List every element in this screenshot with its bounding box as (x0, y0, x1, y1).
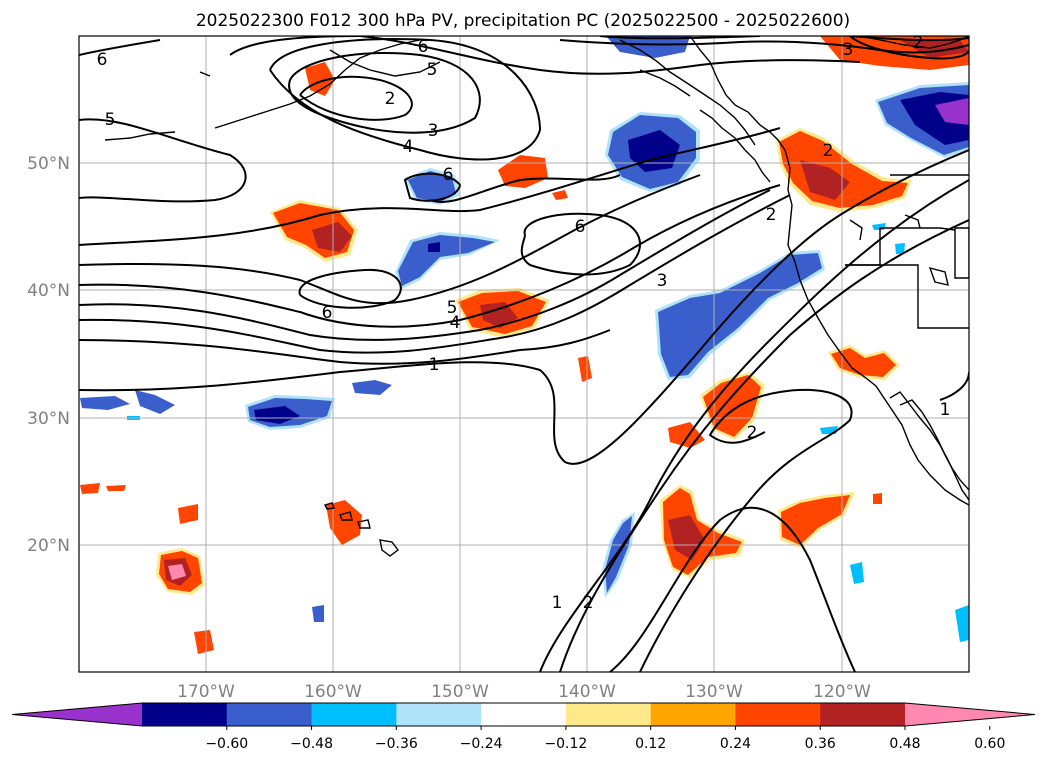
colorbar-tick-label: 0.36 (805, 736, 836, 752)
latitude-labels: 50°N 40°N 30°N 20°N (27, 154, 70, 556)
contour-label: 3 (657, 271, 668, 291)
colorbar-tick-label: 0.48 (889, 736, 920, 752)
map-title: 2025022300 F012 300 hPa PV, precipitatio… (196, 11, 850, 31)
pv-contours (79, 36, 969, 672)
contour-label: 4 (403, 137, 414, 157)
colorbar-tick-label: 0.12 (635, 736, 666, 752)
map-panel (79, 36, 969, 672)
longitude-labels: 170°W 160°W 150°W 140°W 130°W 120°W (177, 682, 871, 702)
lat-label: 30°N (27, 409, 70, 429)
lon-label: 160°W (304, 682, 362, 702)
colorbar-segment (396, 703, 482, 726)
colorbar-extend-high (905, 703, 1035, 726)
lat-label: 40°N (27, 281, 70, 301)
colorbar-segment (142, 703, 228, 726)
contour-label: 1 (940, 400, 951, 420)
colorbar-tick-label: −0.60 (205, 736, 248, 752)
contour-label: 2 (766, 205, 777, 225)
contour-label: 6 (97, 50, 108, 70)
colorbar-segment (311, 703, 397, 726)
colorbar-segment (565, 703, 652, 726)
map-frame (78, 35, 970, 673)
contour-label: 5 (105, 110, 116, 130)
lon-label: 120°W (813, 682, 871, 702)
contour-label: 6 (443, 165, 454, 185)
contour-label: 2 (385, 89, 396, 109)
contour-label: 3 (428, 121, 439, 141)
contour-label: 2 (823, 141, 834, 161)
contour-label: 2 (583, 593, 594, 613)
contour-label: 4 (450, 313, 461, 333)
colorbar-segment (820, 703, 906, 726)
colorbar-segment (226, 703, 313, 726)
lon-label: 170°W (177, 682, 235, 702)
contour-label: 2 (747, 423, 758, 443)
colorbar-tick-label: −0.24 (460, 736, 503, 752)
colorbar: −0.60 −0.48 −0.36 −0.24 −0.12 0.12 0.24 0.36 0.4… (11, 702, 1036, 752)
contour-label: 2 (913, 33, 924, 53)
contour-label: 6 (418, 37, 429, 57)
colorbar-segment (735, 703, 821, 726)
colorbar-tick-label: −0.12 (544, 736, 587, 752)
contour-label: 6 (322, 303, 333, 323)
contour-label: 1 (552, 593, 563, 613)
colorbar-tick-label: −0.36 (375, 736, 418, 752)
colorbar-outline (11, 702, 1036, 727)
contour-label: 6 (575, 217, 586, 237)
contour-label: 1 (429, 355, 440, 375)
colorbar-tick-label: 0.60 (974, 736, 1005, 752)
negative-precip-areas (80, 36, 969, 642)
lat-label: 50°N (27, 154, 70, 174)
contour-label: 5 (447, 298, 458, 318)
contour-label: 5 (427, 60, 438, 80)
lon-label: 130°W (685, 682, 743, 702)
colorbar-tick-label: −0.48 (290, 736, 333, 752)
colorbar-tick-label: 0.24 (720, 736, 751, 752)
graticule (79, 36, 969, 672)
lon-label: 140°W (558, 682, 616, 702)
colorbar-segment (481, 703, 567, 726)
lon-label: 150°W (431, 682, 489, 702)
colorbar-extend-low (12, 703, 142, 726)
contour-label: 3 (843, 40, 854, 60)
contour-labels: 6 5 2 4 3 6 6 5 4 1 6 3 2 2 1 2 3 2 1 2 … (97, 33, 951, 613)
lat-label: 20°N (27, 536, 70, 556)
colorbar-segment (650, 703, 736, 726)
